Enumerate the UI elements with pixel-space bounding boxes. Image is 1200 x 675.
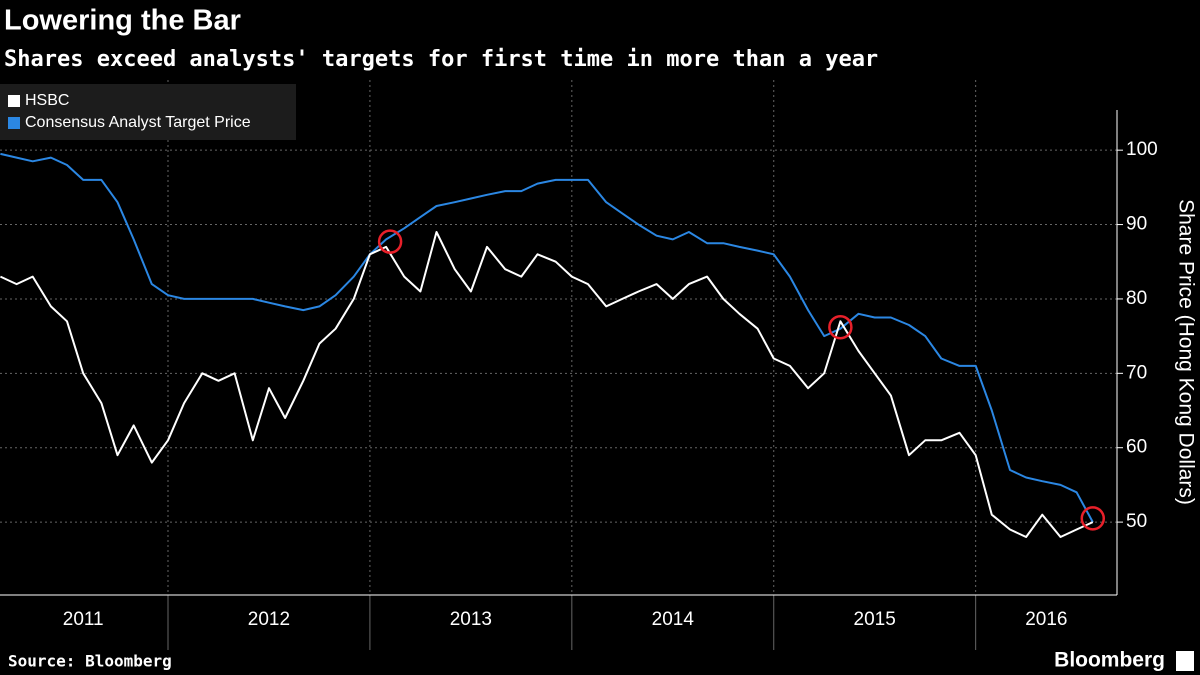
source: Source: Bloomberg [8,652,172,671]
highlight-circle [377,229,403,254]
x-tick-label: 2012 [248,609,290,630]
chart-subtitle: Shares exceed analysts' targets for firs… [4,47,878,72]
y-tick-label: 100 [1126,139,1158,160]
y-tick-label: 80 [1126,288,1147,309]
legend-swatch [8,95,20,107]
brand: Bloomberg [1054,649,1165,672]
y-tick-label: 70 [1126,362,1147,383]
highlight-circle [828,314,853,340]
line-series [0,152,1094,523]
x-tick-label: 2011 [63,609,104,630]
x-tick-label: 2013 [450,609,492,630]
brand-icon [1176,651,1194,671]
highlight-circle [1080,506,1106,531]
chart-title: Lowering the Bar [4,5,241,37]
legend-label: Consensus Analyst Target Price [25,114,251,131]
legend-swatch [8,117,20,129]
y-axis-label: Share Price (Hong Kong Dollars) [1174,199,1197,505]
legend-box [0,84,296,140]
x-tick-label: 2015 [854,609,896,630]
legend-label: HSBC [25,92,69,109]
x-tick-label: 2016 [1025,609,1067,630]
y-tick-label: 60 [1126,437,1147,458]
y-tick-label: 90 [1126,214,1147,235]
y-tick-label: 50 [1126,511,1147,532]
x-tick-label: 2014 [652,609,695,630]
line-series [0,231,1094,538]
